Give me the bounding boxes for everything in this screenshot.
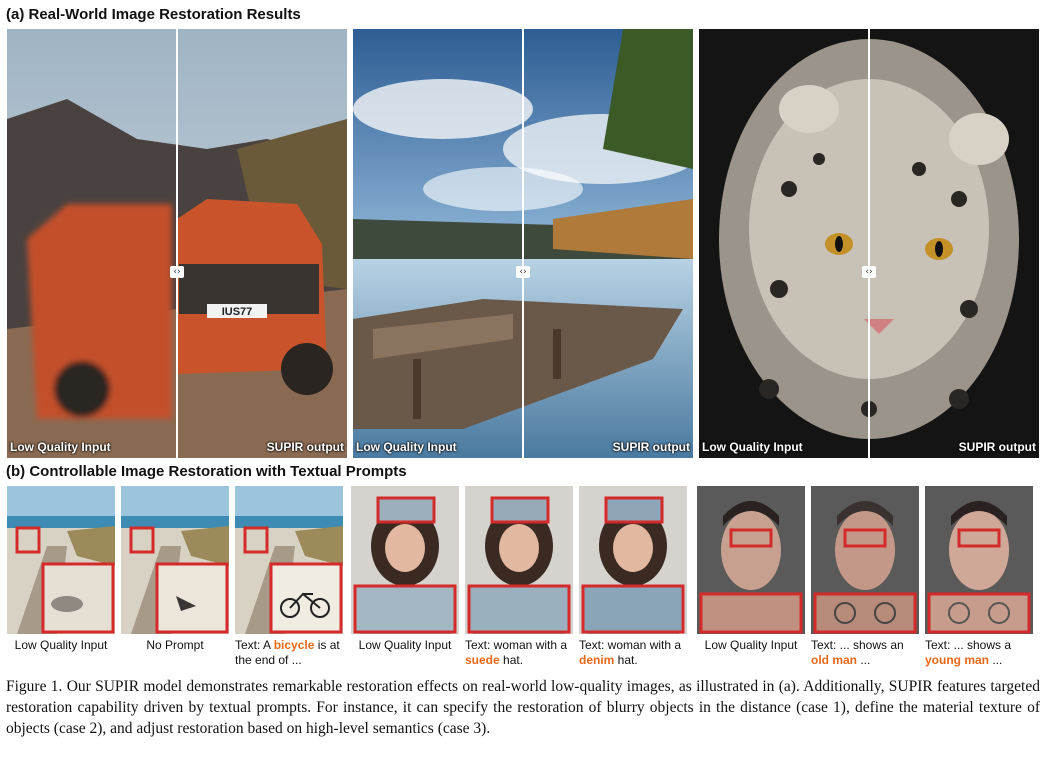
supir-output-label: SUPIR output [612,440,690,454]
caption-man-low-quality: Low Quality Input [704,638,798,652]
comparison-lake: ‹› Low Quality Input SUPIR output [353,29,693,458]
beach-no-prompt [121,486,229,634]
beach-bicycle-prompt [235,486,343,634]
supir-output-label: SUPIR output [266,440,344,454]
supir-output-label: SUPIR output [958,440,1036,454]
woman-low-quality [351,486,459,634]
split-handle-icon[interactable]: ‹› [170,266,184,278]
beach-low-quality [7,486,115,634]
woman-suede-prompt [465,486,573,634]
figure-caption: Figure 1. Our SUPIR model demonstrates r… [6,678,1040,737]
comparison-leopard: ‹› Low Quality Input SUPIR output [699,29,1039,458]
low-quality-label: Low Quality Input [702,440,803,454]
low-quality-label: Low Quality Input [10,440,111,454]
woman-denim-prompt [579,486,687,634]
caption-no-prompt: No Prompt [146,638,204,652]
section-a-title: (a) Real-World Image Restoration Results [6,6,301,23]
man-young-prompt [925,486,1033,634]
caption-woman-low-quality: Low Quality Input [358,638,452,652]
low-quality-label: Low Quality Input [356,440,457,454]
man-low-quality [697,486,805,634]
comparison-car: IUS77 ‹› Low Quality Input SUPIR output [7,29,347,458]
man-old-prompt [811,486,919,634]
caption-young-man-prompt: Text: ... shows a young man ... [925,638,1012,667]
split-line [176,29,178,458]
split-line [522,29,524,458]
caption-beach-low-quality: Low Quality Input [14,638,108,652]
split-handle-icon[interactable]: ‹› [862,266,876,278]
split-handle-icon[interactable]: ‹› [516,266,530,278]
caption-denim-prompt: Text: woman with a denim hat. [579,638,682,667]
caption-suede-prompt: Text: woman with a suede hat. [465,638,568,667]
section-b-title: (b) Controllable Image Restoration with … [6,463,407,480]
caption-old-man-prompt: Text: ... shows an old man ... [811,638,904,667]
caption-bicycle-prompt: Text: A bicycle is at the end of ... [235,638,340,667]
license-plate: IUS77 [222,306,253,318]
split-line [868,29,870,458]
